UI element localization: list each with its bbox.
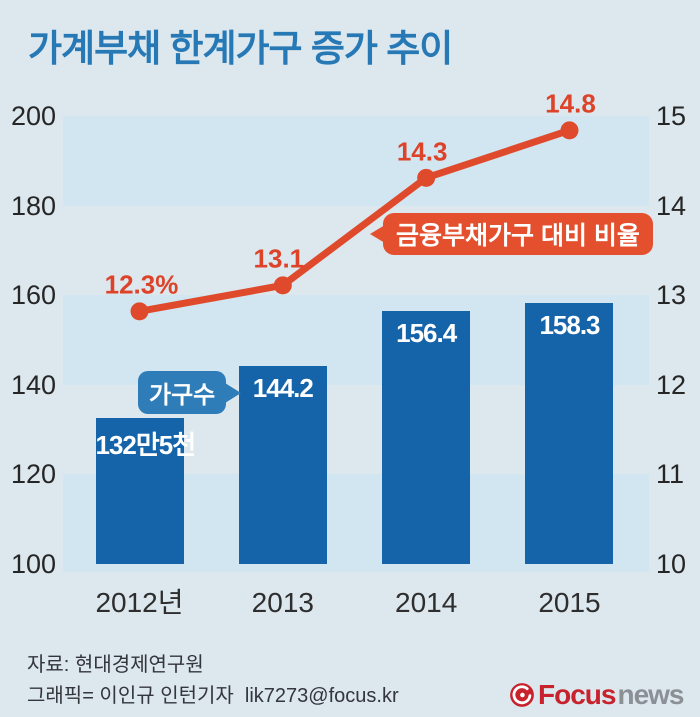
- bar-series-callout: 가구수: [138, 371, 242, 414]
- x-axis-label: 2013: [251, 587, 314, 618]
- bar-value-label: 156.4: [396, 318, 457, 349]
- bar-series-callout-label: 가구수: [149, 382, 216, 409]
- y-axis-tick-right: 10: [656, 549, 687, 579]
- y-axis-tick-left: 160: [10, 280, 56, 311]
- line-value-label: 12.3%: [104, 269, 179, 300]
- y-axis-tick-left: 120: [10, 459, 56, 490]
- bar: 156.4: [382, 311, 471, 564]
- x-axis-label: 2014: [395, 587, 458, 618]
- y-axis-tick-left: 200: [10, 101, 56, 131]
- chart-title: 가계부채 한계가구 증가 추이: [28, 28, 453, 69]
- y-axis-tick-right: 15: [656, 101, 687, 131]
- y-axis-tick-right: 14: [656, 190, 687, 221]
- y-axis-tick-left: 140: [10, 369, 56, 400]
- line-value-label: 14.8: [545, 88, 596, 119]
- bar-value-label: 144.2: [252, 372, 314, 403]
- x-axis-label: 2012년: [95, 587, 184, 618]
- bar: 158.3: [525, 302, 614, 564]
- line-series-callout-label: 금융부채가구 대비 비율: [396, 222, 640, 250]
- source-text: 자료: 현대경제연구원: [27, 654, 204, 676]
- y-axis-tick-right: 12: [656, 369, 687, 400]
- bar: 132만5천: [95, 418, 197, 564]
- y-axis-tick-right: 11: [656, 459, 685, 490]
- x-axis-label: 2015: [538, 587, 601, 618]
- plot-band: [63, 116, 649, 206]
- callout-left-arrow: [370, 225, 385, 243]
- line-series-callout: 금융부채가구 대비 비율: [370, 213, 653, 255]
- logo-text-focus: Focus: [538, 679, 616, 710]
- y-axis-tick-left: 180: [10, 190, 56, 221]
- bar: 144.2: [238, 365, 327, 564]
- focus-news-logo: Focus news: [509, 679, 685, 711]
- bar-value-label: 158.3: [539, 309, 600, 340]
- y-axis-tick-right: 13: [656, 280, 687, 311]
- focus-logo-swirl-icon: [510, 683, 534, 707]
- line-value-label: 13.1: [253, 243, 305, 274]
- y-axis-tick-left: 100: [10, 549, 56, 579]
- trend-point: [273, 276, 292, 295]
- bar-value-label: 132만5천: [95, 430, 197, 461]
- logo-text-news: news: [617, 679, 684, 710]
- footer: 자료: 현대경제연구원 그래픽= 이인규 인턴기자 lik7273@focus.…: [27, 650, 399, 712]
- credit-text: 그래픽= 이인규 인턴기자 lik7273@focus.kr: [27, 685, 399, 707]
- callout-right-arrow: [225, 382, 242, 403]
- line-value-label: 14.3: [396, 136, 448, 167]
